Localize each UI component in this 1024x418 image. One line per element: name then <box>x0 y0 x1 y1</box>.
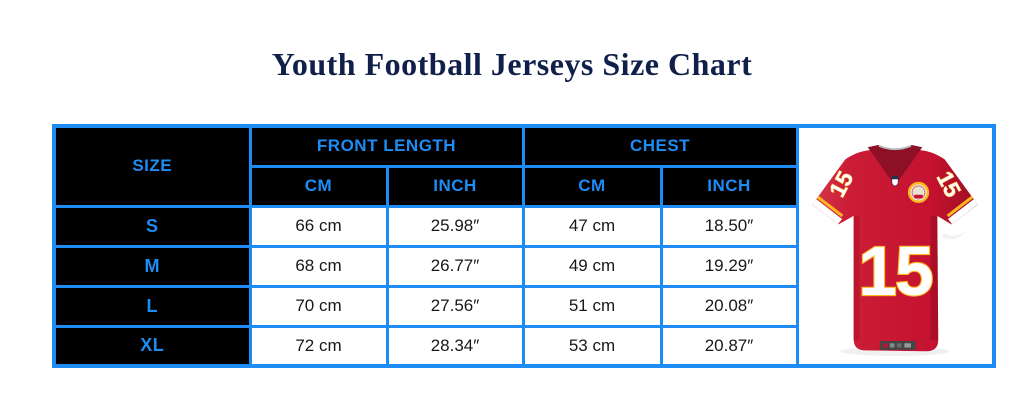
chest-cm-value: 53 cm <box>521 324 663 368</box>
size-label: L <box>52 284 252 328</box>
front-length-group-header: FRONT LENGTH <box>248 124 525 168</box>
jersey-product-image: 15 15 <box>795 124 996 368</box>
jersey-side-shade-left <box>852 215 860 340</box>
collar-trim <box>878 145 912 151</box>
jersey-number: 15 <box>858 232 932 310</box>
chest-cm-value: 49 cm <box>521 244 663 288</box>
front-length-cm-value: 68 cm <box>248 244 389 288</box>
front-length-cm-value: 70 cm <box>248 284 389 328</box>
chest-inch-value: 20.87″ <box>659 324 799 368</box>
chest-inch-value: 18.50″ <box>659 204 799 248</box>
size-column-header: SIZE <box>52 124 252 208</box>
chest-inch-value: 19.29″ <box>659 244 799 288</box>
nfl-shield-icon <box>891 176 899 187</box>
jersey-side-shade-right <box>930 215 939 340</box>
table-row-l: L 70 cm 27.56″ 51 cm 20.08″ <box>52 284 994 328</box>
chest-inch-header: INCH <box>659 164 799 208</box>
header-row-groups: SIZE FRONT LENGTH CHEST <box>52 124 996 368</box>
size-label: XL <box>52 324 252 368</box>
front-length-inch-value: 28.34″ <box>385 324 525 368</box>
page-title: Youth Football Jerseys Size Chart <box>271 46 753 82</box>
nike-swoosh-icon <box>942 229 968 240</box>
front-length-inch-value: 27.56″ <box>385 284 525 328</box>
table-row-s: S 66 cm 25.98″ 47 cm 18.50″ <box>52 204 994 248</box>
size-chart-table: SIZE FRONT LENGTH CHEST <box>52 124 996 368</box>
chest-cm-header: CM <box>521 164 663 208</box>
front-length-cm-value: 66 cm <box>248 204 389 248</box>
front-length-cm-value: 72 cm <box>248 324 389 368</box>
table-row-m: M 68 cm 26.77″ 49 cm 19.29″ <box>52 244 994 288</box>
jersey-image: 15 15 <box>812 144 978 356</box>
jersey-collar <box>867 144 923 186</box>
team-patch-icon <box>908 181 930 204</box>
chest-cm-value: 47 cm <box>521 204 663 248</box>
table-row-xl: XL 72 cm 28.34″ 53 cm 20.87″ <box>52 324 994 368</box>
front-length-cm-header: CM <box>248 164 389 208</box>
front-length-inch-value: 26.77″ <box>385 244 525 288</box>
chest-group-header: CHEST <box>521 124 799 168</box>
front-length-inch-header: INCH <box>385 164 525 208</box>
size-label: S <box>52 204 252 248</box>
front-length-inch-value: 25.98″ <box>385 204 525 248</box>
size-label: M <box>52 244 252 288</box>
chest-inch-value: 20.08″ <box>659 284 799 328</box>
header-row-units: CM INCH CM INCH <box>54 164 994 208</box>
chest-cm-value: 51 cm <box>521 284 663 328</box>
jock-tag <box>880 340 916 350</box>
